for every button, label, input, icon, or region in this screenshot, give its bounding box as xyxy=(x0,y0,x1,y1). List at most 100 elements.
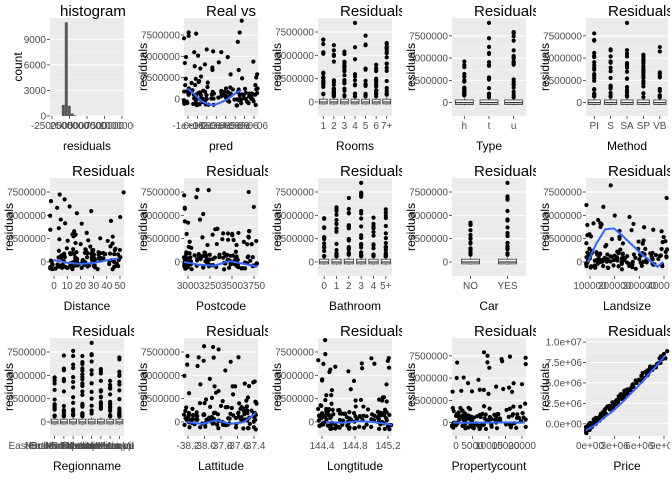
residual-point xyxy=(83,247,88,252)
y-tick-label: 5000000 xyxy=(141,371,180,382)
residual-point xyxy=(611,257,617,263)
residual-point xyxy=(195,187,200,192)
outlier-point xyxy=(657,71,662,76)
outlier-point xyxy=(462,86,467,91)
plot-cell: Residuals 0.0e+00 2.5e+06 5.0e+06 7.5e+06 1.0… xyxy=(538,323,670,473)
outlier-point xyxy=(641,79,646,84)
outlier-point xyxy=(374,79,379,84)
outlier-point xyxy=(89,389,94,395)
outlier-point xyxy=(322,225,327,231)
residual-point xyxy=(118,214,123,220)
residual-point xyxy=(625,254,630,259)
residual-point xyxy=(467,407,473,412)
x-tick-label: 50 xyxy=(114,281,126,292)
x-tick-label: 5e+06 xyxy=(231,121,260,132)
outlier-point xyxy=(592,78,597,83)
outlier-point xyxy=(505,240,510,246)
outlier-point xyxy=(462,62,467,68)
residual-point xyxy=(523,362,528,367)
outlier-point xyxy=(486,91,492,96)
outlier-point xyxy=(511,92,516,97)
y-tick-label: 2500000 xyxy=(141,234,180,245)
residual-point xyxy=(242,381,247,386)
residual-point xyxy=(59,253,64,258)
residual-point xyxy=(489,424,494,429)
outlier-point xyxy=(384,85,389,91)
residual-point xyxy=(86,238,91,243)
plot-title: Residuals xyxy=(608,163,672,180)
x-tick-label: 3500 xyxy=(221,281,244,292)
outlier-point xyxy=(383,244,388,249)
outlier-point xyxy=(322,235,327,240)
residual-point xyxy=(204,96,209,102)
residual-point xyxy=(235,264,240,269)
residual-point xyxy=(360,366,365,371)
residual-point xyxy=(225,55,230,60)
residual-point xyxy=(228,72,233,77)
residual-point xyxy=(204,47,209,52)
plot-title: Residuals xyxy=(72,323,138,340)
residual-point xyxy=(211,344,216,350)
plot-cell: Residuals 0 2500000 5000000 7500000 residuals… xyxy=(404,163,536,313)
residual-point xyxy=(108,218,114,223)
residual-point xyxy=(184,250,189,255)
residual-point xyxy=(195,417,200,423)
residual-point xyxy=(369,356,374,361)
outlier-point xyxy=(331,89,336,95)
x-tick-label: 2500000 xyxy=(50,121,89,132)
outlier-point xyxy=(624,60,630,66)
residual-point xyxy=(352,426,357,431)
outlier-point xyxy=(511,48,516,53)
residual-point xyxy=(507,354,513,359)
residual-point xyxy=(494,426,500,431)
residual-point xyxy=(182,373,187,379)
residual-point xyxy=(633,266,638,271)
residual-point xyxy=(386,365,392,370)
y-axis-label: residuals xyxy=(270,203,284,251)
plot-title: Residuals xyxy=(72,163,138,180)
outlier-point xyxy=(61,389,66,394)
x-tick-label: Southern Metropolitan xyxy=(52,441,150,452)
outlier-point xyxy=(641,70,646,76)
outlier-point xyxy=(608,59,613,64)
outlier-point xyxy=(486,51,492,56)
y-tick-label: 7500000 xyxy=(275,28,314,39)
outlier-point xyxy=(505,196,510,201)
smooth-line xyxy=(186,87,242,106)
outlier-point xyxy=(371,225,376,231)
residual-point xyxy=(182,422,187,428)
plot-area xyxy=(454,20,524,106)
residual-point xyxy=(112,252,117,257)
residual-point xyxy=(233,425,239,430)
residual-point xyxy=(324,417,329,422)
y-tick-label: 2.5e+06 xyxy=(546,399,583,410)
residual-point xyxy=(316,358,321,363)
x-tick-label: VB xyxy=(653,121,667,132)
residual-point xyxy=(74,250,79,255)
residual-point xyxy=(187,91,192,96)
residual-point xyxy=(247,421,252,426)
x-axis-label: Distance xyxy=(64,299,111,313)
outlier-point xyxy=(383,236,388,241)
residual-point xyxy=(202,401,207,406)
residual-point xyxy=(585,424,590,429)
y-tick-label: 2500000 xyxy=(275,394,314,405)
outlier-point xyxy=(61,407,66,413)
outlier-point xyxy=(334,229,339,234)
x-tick-label: 40 xyxy=(101,281,113,292)
residual-point xyxy=(50,266,55,272)
residual-point xyxy=(201,412,206,417)
y-tick-label: 2500000 xyxy=(7,394,46,405)
residual-point xyxy=(664,247,670,252)
x-axis-label: Landsize xyxy=(603,299,651,313)
residual-point xyxy=(493,417,498,422)
outlier-point xyxy=(383,241,388,246)
outlier-point xyxy=(61,403,66,409)
residual-point xyxy=(88,244,93,249)
x-tick-label: 1e+06 xyxy=(193,121,222,132)
outlier-point xyxy=(52,381,57,386)
residual-point xyxy=(213,410,218,415)
residual-point xyxy=(89,209,94,214)
residual-point xyxy=(518,404,523,409)
residual-point xyxy=(329,393,334,398)
